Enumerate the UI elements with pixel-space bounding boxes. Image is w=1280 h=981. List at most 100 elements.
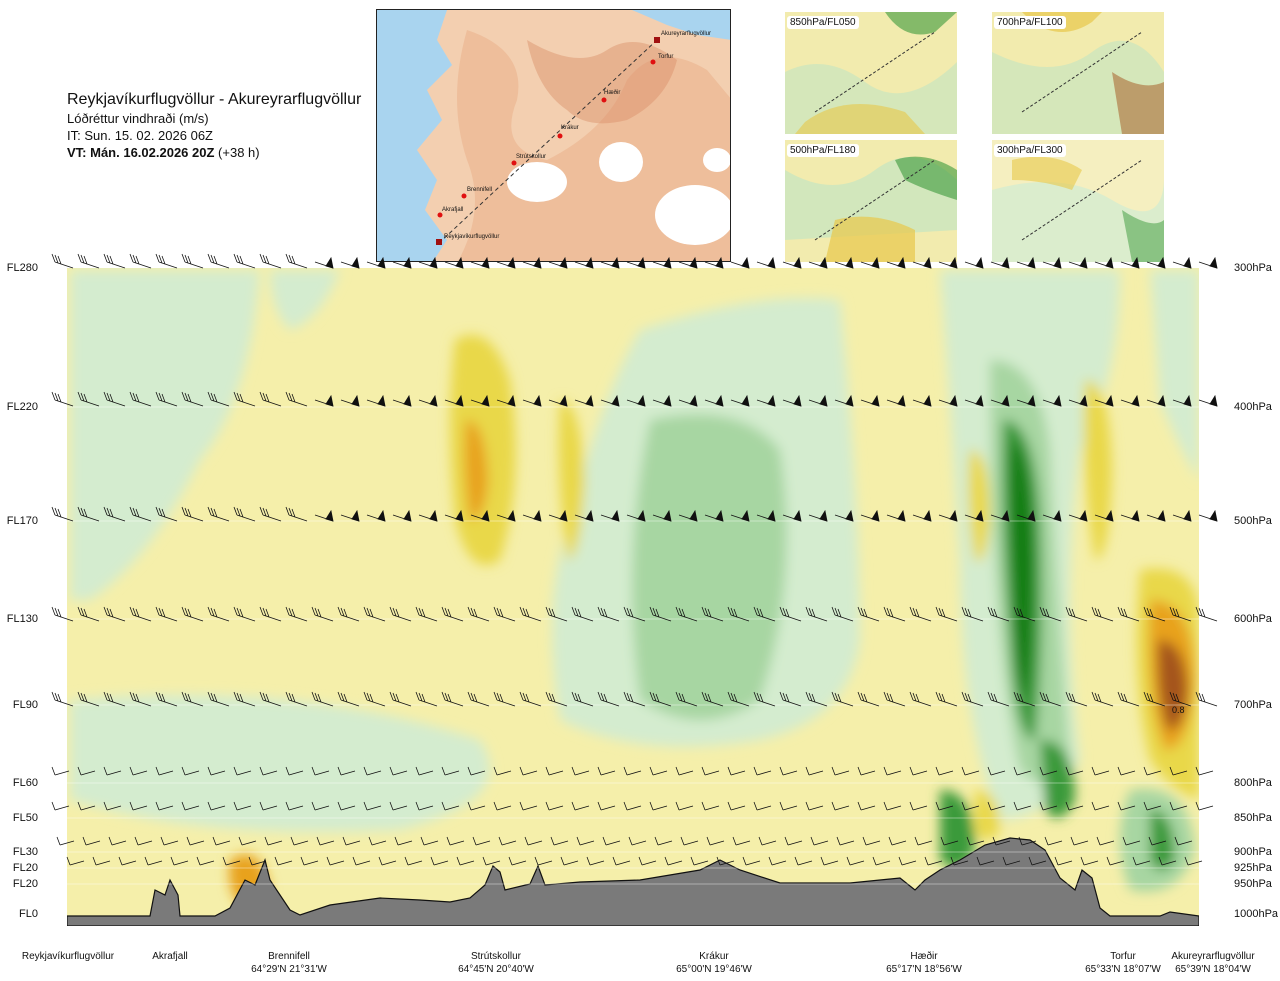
chart-header: Reykjavíkurflugvöllur - Akureyrarflugvöl… bbox=[67, 90, 361, 161]
flight-level-label: FL280 bbox=[6, 262, 38, 274]
wind-barb bbox=[415, 606, 438, 622]
wind-barb bbox=[259, 253, 282, 269]
wind-barb bbox=[522, 509, 542, 522]
wind-barb bbox=[1065, 766, 1084, 776]
wind-barb bbox=[446, 836, 465, 846]
wind-barb bbox=[316, 836, 335, 846]
wind-barb bbox=[470, 256, 490, 269]
route-map: Akureyrarflugvöllur Torfur Hæðir Krákur … bbox=[376, 9, 731, 262]
wind-barb bbox=[912, 509, 932, 522]
thumbnail-700hpa[interactable]: 700hPa/FL100 bbox=[992, 12, 1164, 134]
wind-barb bbox=[1172, 509, 1192, 522]
wind-barb bbox=[340, 394, 360, 407]
wind-barb bbox=[1068, 394, 1088, 407]
wind-barb bbox=[961, 691, 984, 707]
init-time: IT: Sun. 15. 02. 2026 06Z bbox=[67, 128, 213, 143]
wind-barb bbox=[990, 394, 1010, 407]
wind-barb bbox=[1172, 394, 1192, 407]
wind-barb bbox=[233, 766, 252, 776]
wind-barb bbox=[898, 856, 917, 866]
wind-barb bbox=[181, 606, 204, 622]
thumbnail-500hpa[interactable]: 500hPa/FL180 bbox=[785, 140, 957, 262]
wind-barb bbox=[129, 506, 152, 522]
wind-barb bbox=[470, 509, 490, 522]
wind-barb bbox=[987, 606, 1010, 622]
wind-barb bbox=[935, 606, 958, 622]
wind-barb bbox=[548, 256, 568, 269]
wind-barb bbox=[872, 856, 891, 866]
location-name: Akrafjall bbox=[152, 951, 188, 962]
location-label: Hæðir 65°17'N 18°56'W bbox=[864, 950, 984, 976]
wind-barb bbox=[415, 691, 438, 707]
wind-barb bbox=[1042, 509, 1062, 522]
wind-barb bbox=[498, 836, 517, 846]
wind-barb bbox=[623, 801, 642, 811]
wind-barb bbox=[831, 606, 854, 622]
location-label: Reykjavíkurflugvöllur bbox=[8, 950, 128, 963]
wind-barb bbox=[1169, 801, 1188, 811]
wind-barb bbox=[290, 836, 309, 846]
wind-barb bbox=[1143, 606, 1166, 622]
sink-region bbox=[1157, 640, 1188, 730]
wind-barb bbox=[103, 691, 126, 707]
wind-barb bbox=[392, 256, 412, 269]
wind-barb bbox=[1039, 606, 1062, 622]
wind-barb bbox=[756, 509, 776, 522]
wind-barb bbox=[649, 691, 672, 707]
wind-barb bbox=[441, 801, 460, 811]
wind-barb bbox=[418, 509, 438, 522]
pressure-level-label: 850hPa bbox=[1234, 812, 1272, 824]
wind-barb bbox=[862, 836, 881, 846]
wind-barb bbox=[77, 253, 100, 269]
wind-barb bbox=[233, 391, 256, 407]
pressure-level-label: 700hPa bbox=[1234, 699, 1272, 711]
wind-barb bbox=[326, 856, 345, 866]
wind-barb bbox=[1117, 766, 1136, 776]
wind-barb bbox=[1148, 836, 1167, 846]
wind-barb bbox=[311, 691, 334, 707]
wind-barb bbox=[888, 836, 907, 846]
wind-barb bbox=[337, 801, 356, 811]
wind-barb bbox=[701, 691, 724, 707]
wind-barb bbox=[51, 253, 74, 269]
location-coord: 64°29'N 21°31'W bbox=[251, 964, 327, 975]
wind-barb bbox=[181, 801, 200, 811]
rise-region bbox=[70, 270, 260, 600]
wind-barb bbox=[571, 606, 594, 622]
thumbnail-label: 700hPa/FL100 bbox=[994, 16, 1066, 29]
wind-barb bbox=[768, 856, 787, 866]
level-gridlines bbox=[67, 406, 1199, 885]
wind-barb bbox=[678, 256, 698, 269]
wind-barb bbox=[950, 856, 969, 866]
wind-barb bbox=[860, 394, 880, 407]
wind-barb bbox=[207, 391, 230, 407]
wind-barb bbox=[545, 801, 564, 811]
thumbnail-label: 850hPa/FL050 bbox=[787, 16, 859, 29]
wind-barb bbox=[560, 856, 579, 866]
wind-barb bbox=[753, 766, 772, 776]
wind-barb bbox=[836, 836, 855, 846]
location-label: Torfur 65°33'N 18°07'W bbox=[1063, 950, 1183, 976]
wind-barb bbox=[1039, 766, 1058, 776]
wind-barb bbox=[522, 394, 542, 407]
wind-barb bbox=[1198, 394, 1218, 407]
wind-barb bbox=[51, 766, 70, 776]
thumbnail-850hpa[interactable]: 850hPa/FL050 bbox=[785, 12, 957, 134]
map-label-haedir: Hæðir bbox=[604, 89, 620, 96]
wind-barb bbox=[285, 801, 304, 811]
wind-barb bbox=[314, 394, 334, 407]
wind-barb bbox=[727, 691, 750, 707]
wind-barb bbox=[103, 391, 126, 407]
thumbnail-label: 500hPa/FL180 bbox=[787, 144, 859, 157]
wind-barb bbox=[259, 766, 278, 776]
wind-barb bbox=[623, 691, 646, 707]
thumbnail-300hpa[interactable]: 300hPa/FL300 bbox=[992, 140, 1164, 262]
location-name: Strútskollur bbox=[470, 951, 521, 962]
sink-region bbox=[464, 420, 488, 520]
location-name: Brennifell bbox=[268, 951, 310, 962]
wind-barb bbox=[808, 394, 828, 407]
wind-barb bbox=[690, 856, 709, 866]
wind-barb bbox=[808, 509, 828, 522]
wind-barb bbox=[597, 766, 616, 776]
pressure-level-label: 950hPa bbox=[1234, 878, 1272, 890]
